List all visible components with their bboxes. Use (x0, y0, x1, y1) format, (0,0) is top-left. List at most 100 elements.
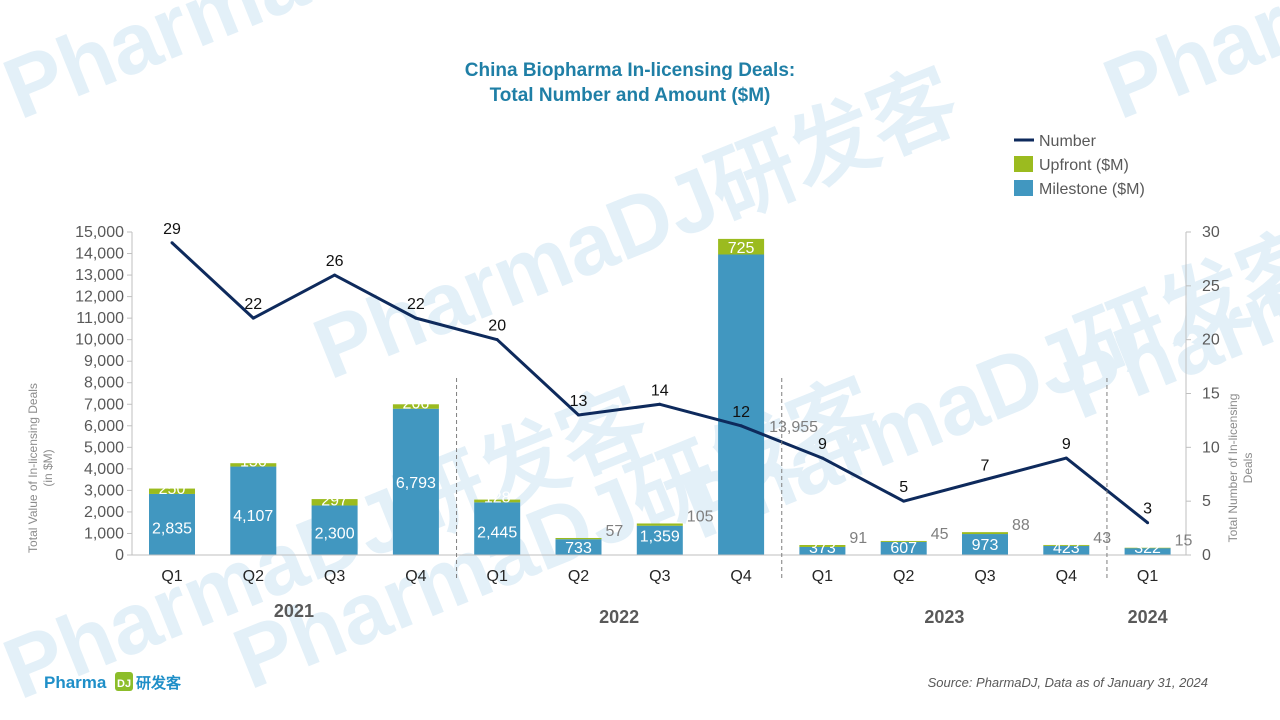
left-axis-title-line: (in $M) (41, 449, 55, 486)
upfront-value-label: 156 (240, 454, 267, 471)
milestone-value-label: 6,793 (396, 475, 436, 492)
legend-swatch (1014, 156, 1033, 172)
left-tick-label: 15,000 (75, 224, 124, 241)
logo-wordmark: Pharma (44, 673, 107, 692)
pharmadj-logo: Pharma DJ 研发客 (44, 672, 182, 692)
quarter-label: Q4 (1056, 568, 1077, 585)
left-tick-label: 3,000 (84, 482, 124, 499)
upfront-value-label: 45 (931, 526, 949, 543)
upfront-value-label: 725 (728, 240, 755, 257)
number-point (251, 316, 255, 320)
upfront-value-label: 15 (1175, 533, 1193, 550)
upfront-bar (962, 532, 1008, 535)
upfront-bar (230, 463, 277, 467)
number-point (739, 424, 743, 428)
number-value-label: 9 (818, 436, 827, 453)
left-tick-label: 8,000 (84, 375, 124, 392)
left-tick-label: 12,000 (75, 289, 124, 306)
number-point (820, 456, 824, 460)
logo-dj-text: DJ (117, 678, 131, 690)
quarter-label: Q1 (1137, 568, 1158, 585)
quarter-label: Q1 (812, 568, 833, 585)
upfront-bar (555, 537, 602, 540)
milestone-bar (636, 525, 683, 555)
milestone-value-label: 1,359 (640, 529, 680, 546)
year-label: 2021 (274, 601, 314, 621)
milestone-value-label: 733 (565, 540, 592, 557)
number-value-label: 26 (326, 253, 344, 270)
right-tick-label: 10 (1202, 439, 1220, 456)
quarter-label: Q3 (974, 568, 995, 585)
number-point (983, 478, 987, 482)
logo-dj-mark (115, 672, 133, 691)
milestone-value-label: 2,835 (152, 521, 192, 538)
milestone-value-label: 2,445 (477, 524, 517, 541)
milestone-bar (1124, 548, 1171, 555)
left-tick-label: 0 (115, 547, 124, 564)
left-tick-label: 14,000 (75, 246, 124, 263)
upfront-value-label: 57 (606, 523, 624, 540)
legend-label: Number (1039, 133, 1097, 150)
quarter-label: Q2 (893, 568, 914, 585)
chart-title-line-1: China Biopharma In-licensing Deals: (465, 60, 795, 81)
number-value-label: 22 (244, 296, 262, 313)
left-axis-title-line: Total Value of In-licensing Deals (26, 383, 40, 553)
left-tick-label: 1,000 (84, 525, 124, 542)
milestone-value-label: 607 (890, 540, 917, 557)
upfront-bar (311, 499, 358, 506)
number-value-label: 29 (163, 221, 181, 238)
logo-chinese: 研发客 (136, 674, 182, 692)
milestone-value-label: 373 (809, 540, 836, 557)
upfront-value-label: 43 (1093, 530, 1111, 547)
number-value-label: 13 (570, 393, 588, 410)
number-value-label: 22 (407, 296, 425, 313)
number-value-label: 14 (651, 382, 669, 399)
milestone-value-label: 423 (1053, 540, 1080, 557)
milestone-bar (555, 539, 602, 555)
right-axis: 0 5 10 15 20 25 30 Total Number of In-licensing… (1185, 224, 1255, 564)
quarter-label: Q1 (161, 568, 182, 585)
upfront-bar (474, 499, 521, 503)
number-line-layer: 29 22 26 22 20 13 14 12 9 5 7 9 3 (163, 221, 1152, 525)
year-label: 2024 (1128, 607, 1168, 627)
milestone-value-label: 2,300 (315, 526, 355, 543)
right-tick-label: 5 (1202, 493, 1211, 510)
milestone-bar (1043, 545, 1090, 555)
upfront-bar (799, 545, 846, 547)
number-value-label: 3 (1143, 501, 1152, 518)
number-point (414, 316, 418, 320)
quarter-label: Q3 (324, 568, 345, 585)
left-tick-label: 11,000 (76, 310, 124, 327)
chart-title-line-2: Total Number and Amount ($M) (490, 85, 771, 106)
quarter-label: Q4 (405, 568, 426, 585)
right-tick-label: 20 (1202, 332, 1220, 349)
number-point (170, 241, 174, 245)
upfront-bar (880, 540, 927, 542)
right-tick-label: 15 (1202, 386, 1220, 403)
left-tick-label: 9,000 (84, 353, 124, 370)
upfront-value-label: 128 (484, 489, 511, 506)
left-tick-label: 5,000 (84, 439, 124, 456)
left-tick-label: 6,000 (84, 418, 124, 435)
number-value-label: 9 (1062, 436, 1071, 453)
legend: Number Upfront ($M) Milestone ($M) (1014, 133, 1145, 198)
upfront-bar (392, 404, 439, 409)
left-axis: 0 1,000 2,000 3,000 4,000 5,000 6,000 7,000 8,00… (26, 224, 133, 564)
upfront-bar (149, 488, 195, 494)
upfront-value-label: 297 (321, 492, 348, 509)
upfront-value-label: 250 (159, 481, 186, 498)
quarter-label: Q3 (649, 568, 670, 585)
quarter-label: Q2 (243, 568, 264, 585)
number-point (902, 499, 906, 503)
legend-label: Milestone ($M) (1039, 181, 1145, 198)
milestone-value-label: 973 (972, 537, 999, 554)
milestone-bar (880, 541, 927, 555)
right-tick-label: 30 (1202, 224, 1220, 241)
upfront-bar (1043, 544, 1090, 546)
milestone-value-label: 322 (1134, 540, 1161, 557)
legend-swatch (1014, 180, 1033, 196)
milestone-bar (718, 254, 765, 556)
quarter-label: Q4 (730, 568, 751, 585)
